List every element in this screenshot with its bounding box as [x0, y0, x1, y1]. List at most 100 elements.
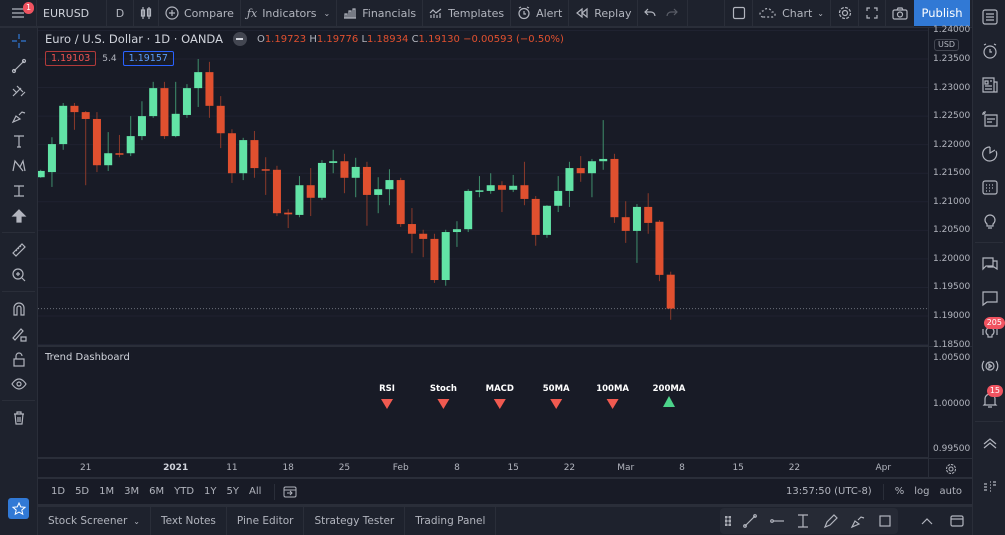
fullscreen-button[interactable] — [859, 0, 886, 26]
candle — [407, 208, 416, 254]
fav-arrow[interactable] — [817, 509, 844, 534]
currency-label[interactable]: USD — [934, 39, 960, 51]
favorites-button[interactable] — [8, 498, 29, 519]
market-movers-button[interactable] — [973, 136, 1005, 170]
main-menu-button[interactable]: 1 — [0, 0, 37, 26]
candle — [70, 102, 79, 130]
streams-button[interactable] — [973, 349, 1005, 383]
chats-button[interactable] — [973, 247, 1005, 281]
compare-button[interactable]: Compare — [159, 0, 241, 26]
forecast-tool[interactable] — [0, 178, 37, 203]
price-axis[interactable]: USD 1.24000 1.23500 1.23000 1.22500 1.22000 1… — [928, 25, 973, 458]
pitchfork-tool[interactable] — [0, 78, 37, 103]
templates-button[interactable]: Templates — [423, 0, 512, 26]
chart-type-button[interactable] — [134, 0, 159, 26]
candle-body — [70, 105, 79, 113]
range-5y[interactable]: 5Y — [226, 486, 240, 497]
publish-button[interactable]: Publish — [914, 0, 970, 26]
tab-stock-screener[interactable]: Stock Screener ⌄ — [38, 507, 151, 535]
lock-drawings[interactable] — [0, 346, 37, 371]
tab-strategy-tester[interactable]: Strategy Tester — [304, 507, 406, 535]
newspaper-icon — [981, 77, 998, 93]
sell-price-button[interactable]: 1.19103 — [45, 51, 97, 66]
tab-text-notes[interactable]: Text Notes — [151, 507, 227, 535]
maximize-panel-button[interactable] — [942, 509, 972, 534]
financials-button[interactable]: Financials — [337, 0, 424, 26]
interval-button[interactable]: D — [107, 0, 134, 26]
pen-icon — [823, 514, 838, 529]
candle-body — [396, 180, 405, 225]
candle — [554, 176, 563, 213]
broadcast-icon — [981, 360, 998, 372]
hide-legend-button[interactable] — [232, 32, 247, 46]
range-all[interactable]: All — [249, 486, 262, 497]
alerts-panel-button[interactable] — [973, 34, 1005, 68]
expand-panel-button[interactable] — [912, 509, 942, 534]
axis-settings-button[interactable] — [928, 459, 972, 478]
fav-trendline[interactable] — [736, 509, 763, 534]
pane-tick-label: 1.00000 — [933, 398, 971, 409]
range-5d[interactable]: 5D — [75, 486, 90, 497]
notifications-button[interactable]: 15 — [973, 383, 1005, 417]
goto-date-icon[interactable] — [283, 485, 297, 498]
replay-button[interactable]: Replay — [569, 0, 639, 26]
tab-trading-panel[interactable]: Trading Panel — [405, 507, 497, 535]
collapse-sidebar-button[interactable] — [973, 426, 1005, 460]
magnet-tool[interactable] — [0, 296, 37, 321]
log-toggle[interactable]: log — [914, 486, 930, 497]
ideas-notifications-button[interactable]: 205 — [973, 315, 1005, 349]
time-axis[interactable]: 21 2021 11 18 25 Feb 8 15 22 Mar 8 15 22 Apr — [38, 458, 972, 478]
range-ytd[interactable]: YTD — [174, 486, 195, 497]
data-window-button[interactable] — [973, 102, 1005, 136]
range-3m[interactable]: 3M — [124, 486, 140, 497]
drag-handle[interactable] — [720, 509, 736, 534]
range-1d[interactable]: 1D — [51, 486, 66, 497]
fav-rectangle[interactable] — [871, 509, 898, 534]
order-panel-button[interactable] — [973, 470, 1005, 504]
snapshot-button[interactable] — [886, 0, 914, 26]
symbol-search[interactable]: EURUSD — [37, 0, 107, 26]
brush-tool[interactable] — [0, 103, 37, 128]
redo-icon[interactable] — [666, 8, 679, 18]
fullscreen-select-button[interactable] — [725, 0, 754, 26]
fav-brush[interactable] — [844, 509, 871, 534]
candle-body — [59, 105, 68, 145]
icons-tool[interactable] — [0, 203, 37, 228]
candle-body — [149, 88, 158, 117]
text-tool[interactable] — [0, 128, 37, 153]
trendline-tool[interactable] — [0, 53, 37, 78]
candle — [250, 130, 259, 178]
tab-pine-editor[interactable]: Pine Editor — [227, 507, 305, 535]
undo-icon[interactable] — [644, 8, 657, 18]
ruler-tool[interactable] — [0, 237, 37, 262]
remove-drawings[interactable] — [0, 405, 37, 430]
fav-horizontal-ray[interactable] — [763, 509, 790, 534]
watchlist-button[interactable] — [973, 0, 1005, 34]
settings-button[interactable] — [831, 0, 859, 26]
zoom-tool[interactable] — [0, 262, 37, 287]
candle-body — [47, 144, 56, 173]
layout-button[interactable]: Chart ⌄ — [753, 0, 831, 26]
indicator-pane[interactable] — [38, 347, 928, 457]
news-button[interactable] — [973, 68, 1005, 102]
change-value: −0.00593 (−0.50%) — [463, 33, 564, 45]
auto-toggle[interactable]: auto — [939, 486, 962, 497]
hide-drawings[interactable] — [0, 371, 37, 396]
calendar-button[interactable] — [973, 170, 1005, 204]
ideas-stream-button[interactable] — [973, 204, 1005, 238]
signal-label: 50MA — [542, 384, 570, 394]
crosshair-tool[interactable] — [0, 28, 37, 53]
range-1y[interactable]: 1Y — [204, 486, 217, 497]
fav-date-range[interactable] — [790, 509, 817, 534]
range-1m[interactable]: 1M — [99, 486, 115, 497]
alert-button[interactable]: Alert — [511, 0, 570, 26]
indicators-button[interactable]: ƒx Indicators ⌄ — [241, 0, 338, 26]
buy-price-button[interactable]: 1.19157 — [122, 51, 174, 66]
price-chart[interactable] — [38, 28, 928, 345]
range-6m[interactable]: 6M — [149, 486, 165, 497]
percent-toggle[interactable]: % — [894, 486, 905, 497]
stay-in-drawing-mode[interactable] — [0, 321, 37, 346]
clock[interactable]: 13:57:50 (UTC-8) — [786, 486, 872, 497]
private-chats-button[interactable] — [973, 281, 1005, 315]
pattern-tool[interactable] — [0, 153, 37, 178]
